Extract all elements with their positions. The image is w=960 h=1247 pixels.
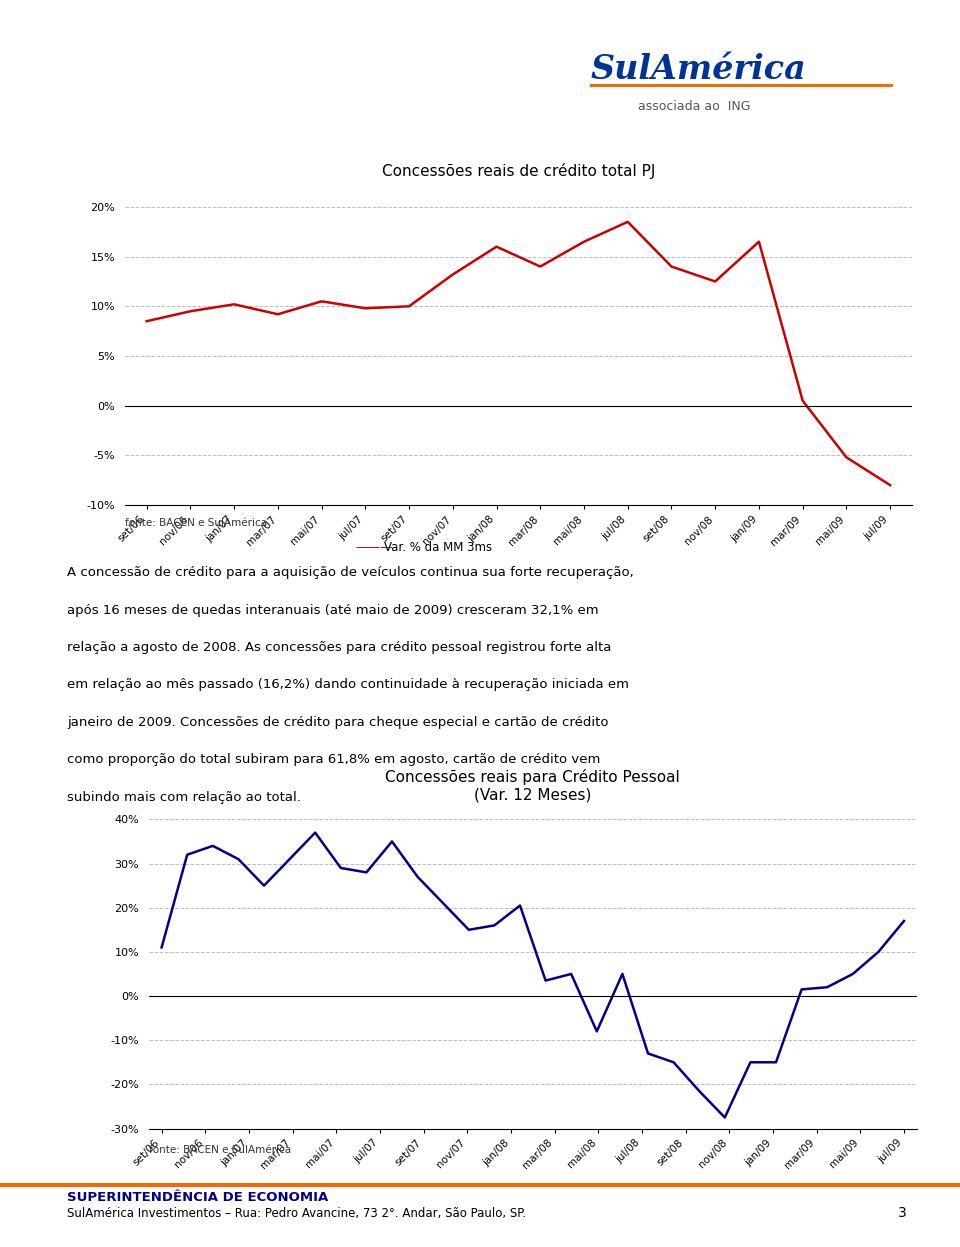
Text: 3: 3 xyxy=(898,1206,906,1220)
Text: janeiro de 2009. Concessões de crédito para cheque especial e cartão de crédito: janeiro de 2009. Concessões de crédito p… xyxy=(67,716,609,728)
Text: fonte: BACEN e SulAmérica: fonte: BACEN e SulAmérica xyxy=(125,519,267,529)
Text: SulAmérica Investimentos – Rua: Pedro Avancine, 73 2°. Andar, São Paulo, SP.: SulAmérica Investimentos – Rua: Pedro Av… xyxy=(67,1207,526,1220)
Text: ———: ——— xyxy=(355,541,393,554)
Text: associada ao  ING: associada ao ING xyxy=(638,100,751,112)
Text: SUPERINTENDÊNCIA DE ECONOMIA: SUPERINTENDÊNCIA DE ECONOMIA xyxy=(67,1191,328,1203)
Text: após 16 meses de quedas interanuais (até maio de 2009) cresceram 32,1% em: após 16 meses de quedas interanuais (até… xyxy=(67,604,599,616)
Text: em relação ao mês passado (16,2%) dando continuidade à recuperação iniciada em: em relação ao mês passado (16,2%) dando … xyxy=(67,678,629,691)
Text: A concessão de crédito para a aquisição de veículos continua sua forte recuperaç: A concessão de crédito para a aquisição … xyxy=(67,566,634,579)
Text: Var. % da MM 3ms: Var. % da MM 3ms xyxy=(384,541,492,554)
Text: fonte: BACEN e SulAmérica: fonte: BACEN e SulAmérica xyxy=(149,1146,291,1156)
Title: Concessões reais de crédito total PJ: Concessões reais de crédito total PJ xyxy=(382,163,655,178)
Title: Concessões reais para Crédito Pessoal
(Var. 12 Meses): Concessões reais para Crédito Pessoal (V… xyxy=(385,769,681,802)
Text: SulAmérica: SulAmérica xyxy=(590,52,806,86)
Text: relação a agosto de 2008. As concessões para crédito pessoal registrou forte alt: relação a agosto de 2008. As concessões … xyxy=(67,641,612,653)
Text: subindo mais com relação ao total.: subindo mais com relação ao total. xyxy=(67,791,301,803)
Text: como proporção do total subiram para 61,8% em agosto, cartão de crédito vem: como proporção do total subiram para 61,… xyxy=(67,753,601,766)
